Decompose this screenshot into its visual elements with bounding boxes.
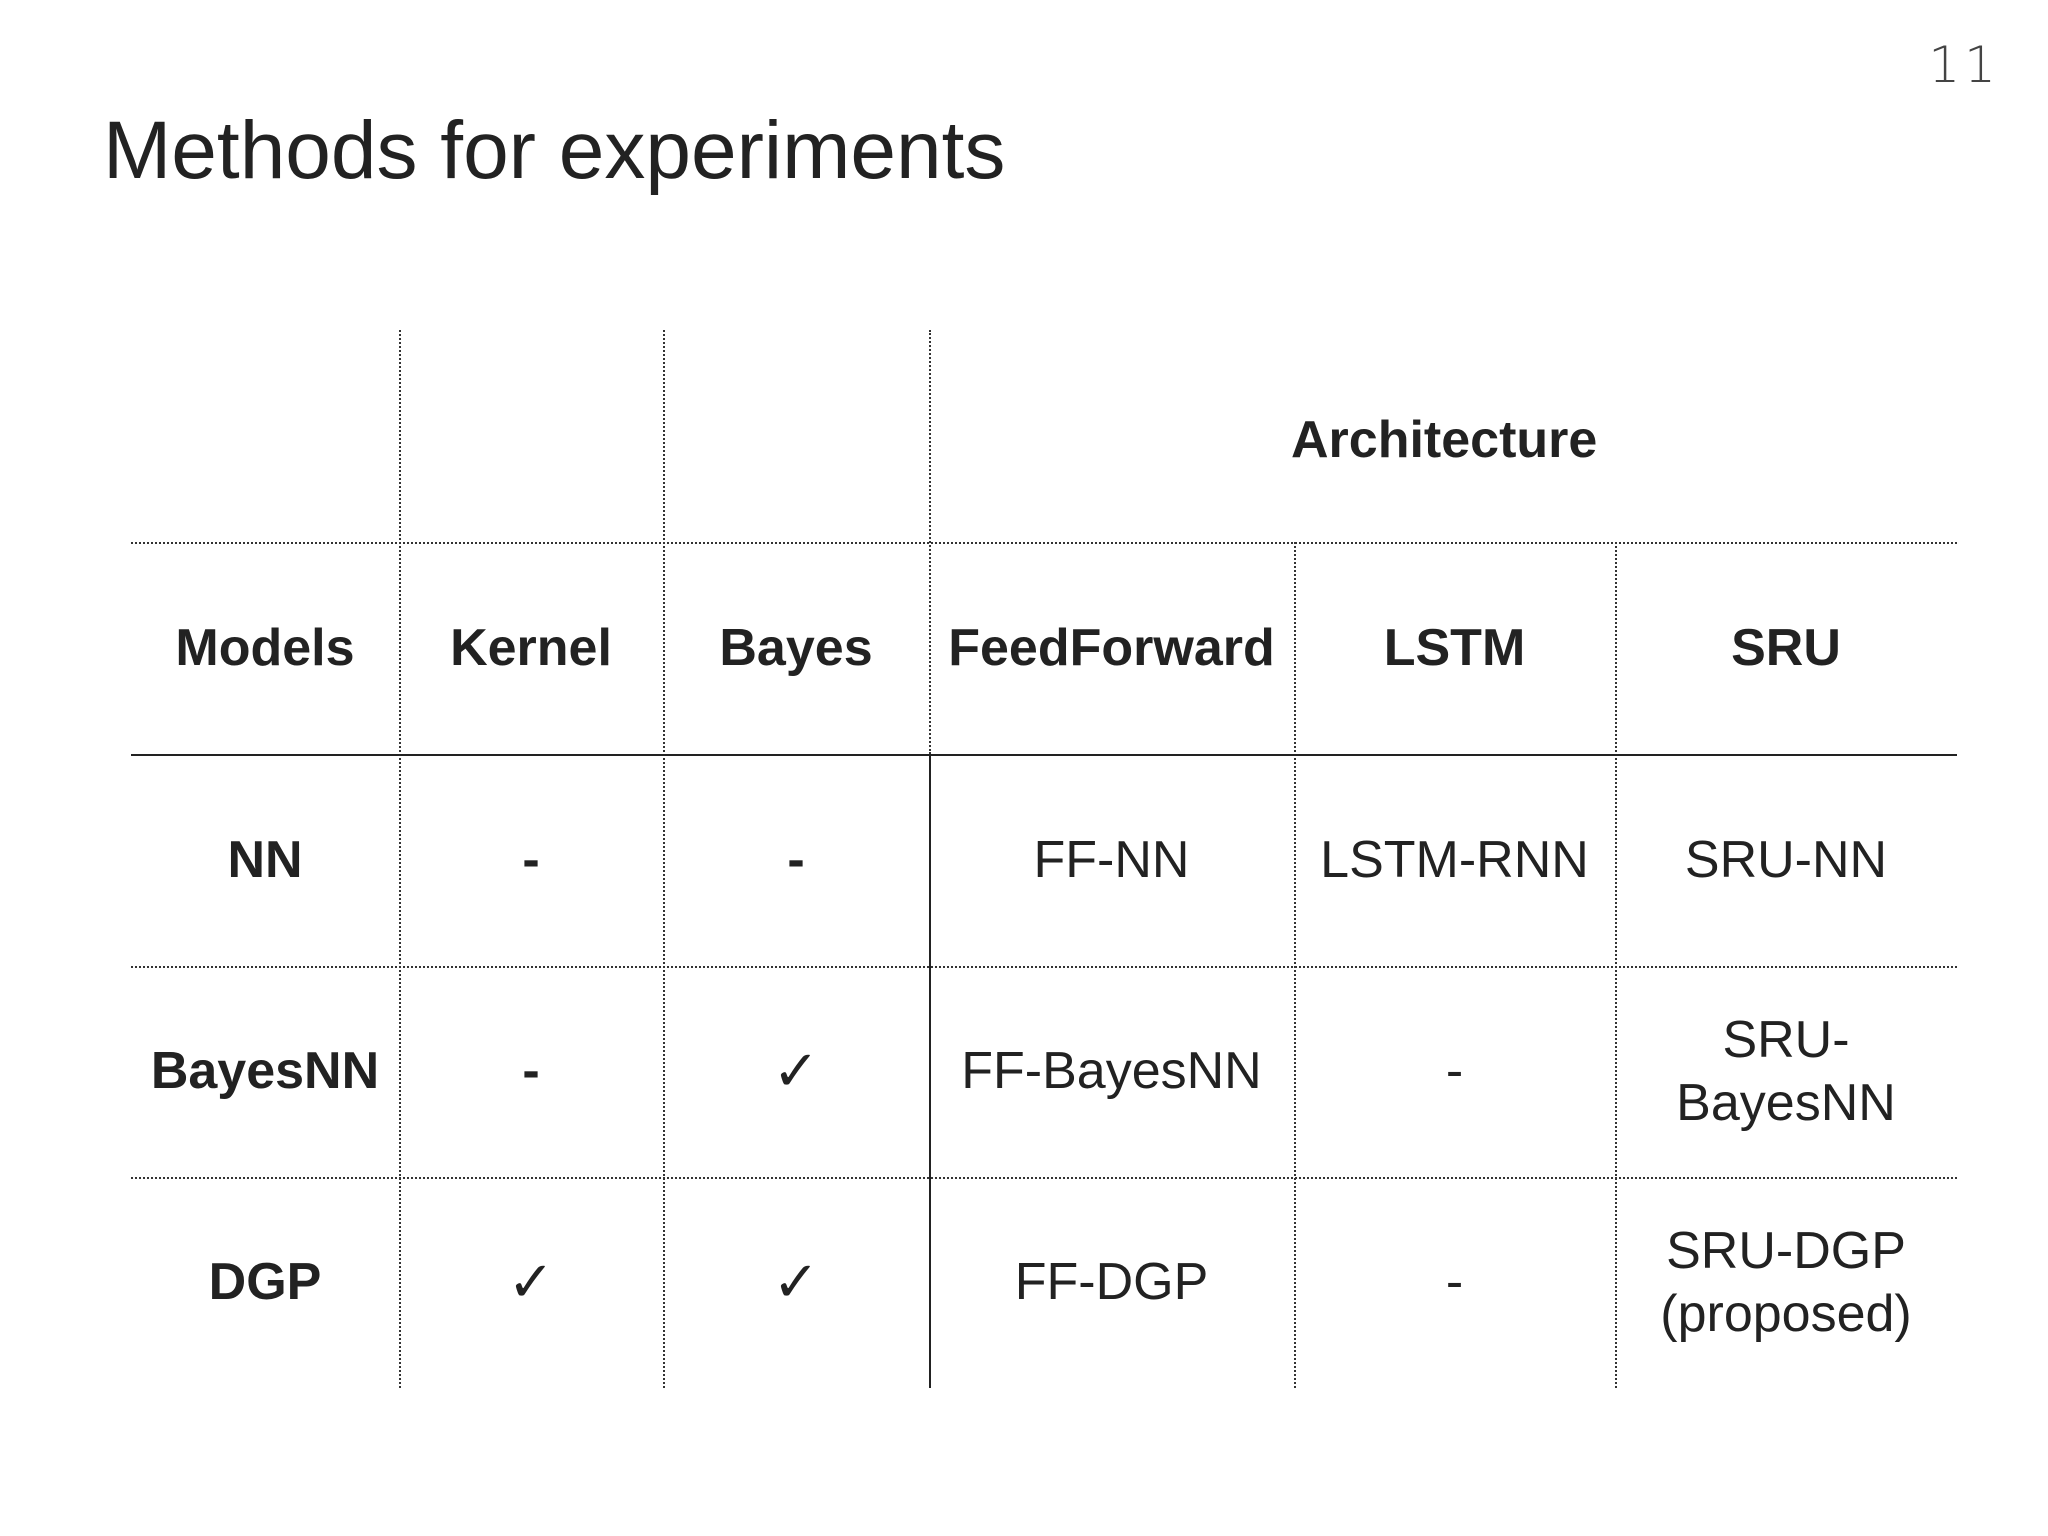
row-dgp-lstm: - — [1445, 1253, 1464, 1312]
row-bayesnn-sru: SRU- BayesNN — [1615, 966, 1957, 1177]
slide-title: Methods for experiments — [103, 105, 1006, 196]
row-bayesnn-sru-line1: SRU- — [1722, 1011, 1850, 1070]
row-bayesnn-lstm: - — [1445, 1042, 1464, 1101]
col-header-bayes: Bayes — [719, 618, 873, 677]
row-nn-sru-line1: SRU-NN — [1684, 830, 1888, 889]
row-nn-sru: SRU-NN — [1615, 754, 1957, 966]
col-header-feedforward: FeedForward — [948, 618, 1275, 677]
row-bayesnn-feedforward: FF-BayesNN — [961, 1042, 1262, 1101]
row-dgp-sru: SRU-DGP (proposed) — [1615, 1177, 1957, 1388]
row-dgp-sru-line1: SRU-DGP — [1666, 1222, 1906, 1281]
row-bayesnn-sru-line2: BayesNN — [1676, 1073, 1896, 1132]
row-nn-lstm: LSTM-RNN — [1320, 830, 1589, 889]
row-dgp-kernel-check-icon: ✓ — [507, 1249, 555, 1315]
grid-hline-header — [131, 754, 1957, 756]
col-header-models: Models — [175, 618, 355, 677]
row-bayesnn-model: BayesNN — [150, 1042, 380, 1101]
grid-hline-2 — [131, 966, 1957, 968]
col-header-lstm: LSTM — [1383, 618, 1526, 677]
row-nn-bayes: - — [787, 830, 805, 889]
group-header-architecture: Architecture — [1291, 410, 1598, 469]
grid-vline-2 — [663, 330, 665, 1388]
grid-vline-4 — [1294, 542, 1296, 1388]
methods-table: Architecture Models Kernel Bayes FeedFor… — [131, 330, 1957, 1388]
grid-vline-1 — [399, 330, 401, 1388]
col-header-sru: SRU — [1731, 618, 1841, 677]
row-bayesnn-kernel: - — [522, 1042, 540, 1101]
row-dgp-bayes-check-icon: ✓ — [772, 1249, 820, 1315]
row-bayesnn-bayes-check-icon: ✓ — [772, 1038, 820, 1104]
row-nn-model: NN — [227, 830, 303, 889]
grid-hline-1 — [131, 542, 1957, 544]
grid-vline-3-solid — [929, 754, 931, 1388]
row-dgp-model: DGP — [208, 1253, 322, 1312]
row-dgp-feedforward: FF-DGP — [1014, 1253, 1209, 1312]
row-dgp-sru-line2: (proposed) — [1660, 1284, 1912, 1343]
grid-hline-3 — [131, 1177, 1957, 1179]
slide-number: 11 — [1928, 36, 2000, 94]
grid-vline-5 — [1615, 542, 1617, 1388]
row-nn-feedforward: FF-NN — [1033, 830, 1190, 889]
col-header-kernel: Kernel — [450, 618, 612, 677]
row-nn-kernel: - — [522, 830, 540, 889]
